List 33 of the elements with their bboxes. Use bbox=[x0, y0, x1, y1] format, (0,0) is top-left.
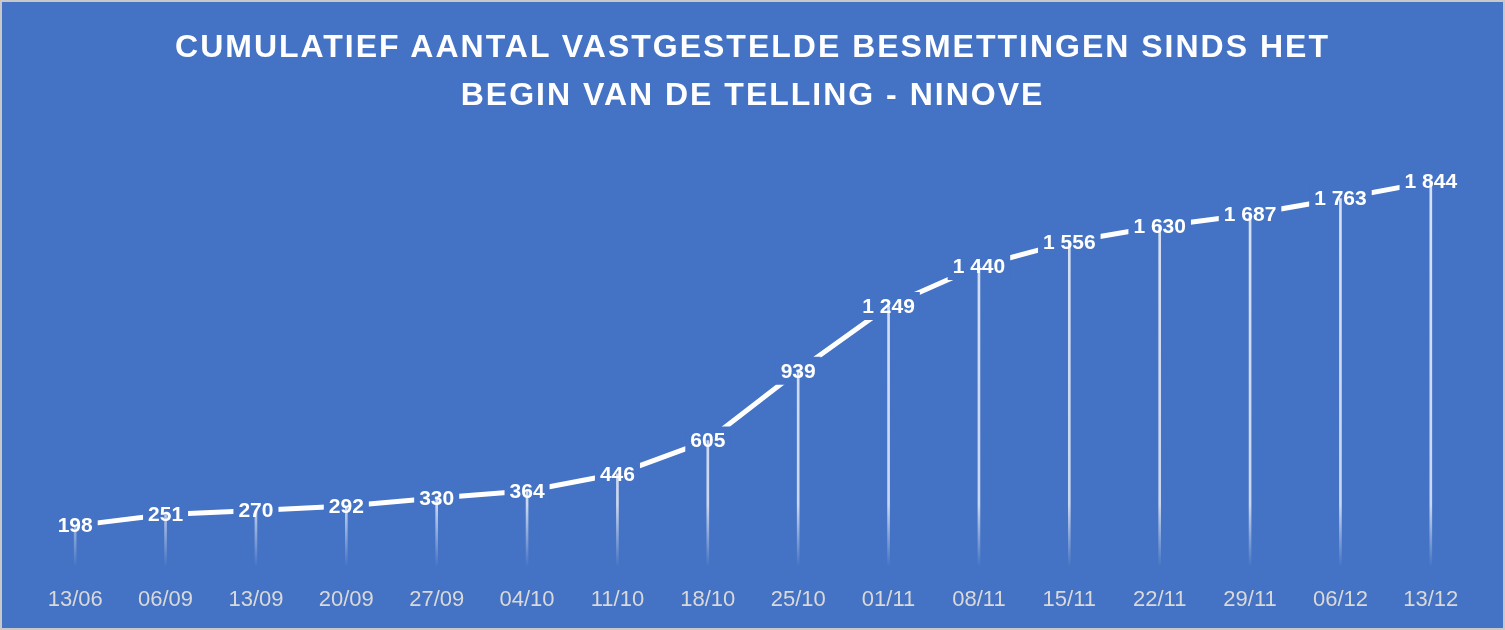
x-tick-label: 11/10 bbox=[590, 586, 645, 612]
x-tick-label: 04/10 bbox=[499, 586, 555, 612]
x-tick-label: 22/11 bbox=[1132, 586, 1187, 612]
x-tick-label: 25/10 bbox=[770, 586, 826, 612]
data-label: 364 bbox=[509, 478, 545, 502]
x-tick-label: 13/06 bbox=[47, 586, 103, 612]
data-label: 446 bbox=[599, 461, 635, 485]
data-label: 270 bbox=[238, 498, 274, 522]
data-label: 1 440 bbox=[952, 253, 1006, 277]
x-tick-label: 18/10 bbox=[680, 586, 736, 612]
x-tick-label: 13/09 bbox=[228, 586, 284, 612]
x-tick-label: 20/09 bbox=[318, 586, 374, 612]
x-tick-label: 06/09 bbox=[138, 586, 194, 612]
x-tick-label: 27/09 bbox=[409, 586, 465, 612]
data-label: 1 687 bbox=[1223, 202, 1277, 226]
chart-title: CUMULATIEF AANTAL VASTGESTELDE BESMETTINGEN SINDS HET BEGIN VAN DE TELLING - NINOVE bbox=[174, 27, 1331, 114]
data-label: 292 bbox=[328, 493, 364, 517]
x-tick-label: 15/11 bbox=[1042, 586, 1097, 612]
x-tick-label: 13/12 bbox=[1403, 586, 1459, 612]
data-label: 330 bbox=[419, 485, 455, 509]
data-label: 198 bbox=[57, 513, 94, 537]
data-label: 939 bbox=[780, 358, 816, 382]
x-tick-label: 08/11 bbox=[952, 586, 1006, 612]
data-label: 1 249 bbox=[862, 293, 915, 317]
x-tick-label: 29/11 bbox=[1223, 586, 1277, 612]
data-label: 1 556 bbox=[1043, 229, 1096, 253]
data-label: 1 844 bbox=[1404, 169, 1458, 193]
x-tick-label: 06/12 bbox=[1312, 586, 1368, 612]
data-label: 251 bbox=[148, 502, 184, 526]
x-tick-label: 01/11 bbox=[861, 586, 916, 612]
data-label: 1 763 bbox=[1314, 186, 1367, 210]
data-label: 1 630 bbox=[1133, 214, 1186, 238]
data-label: 605 bbox=[690, 428, 726, 452]
